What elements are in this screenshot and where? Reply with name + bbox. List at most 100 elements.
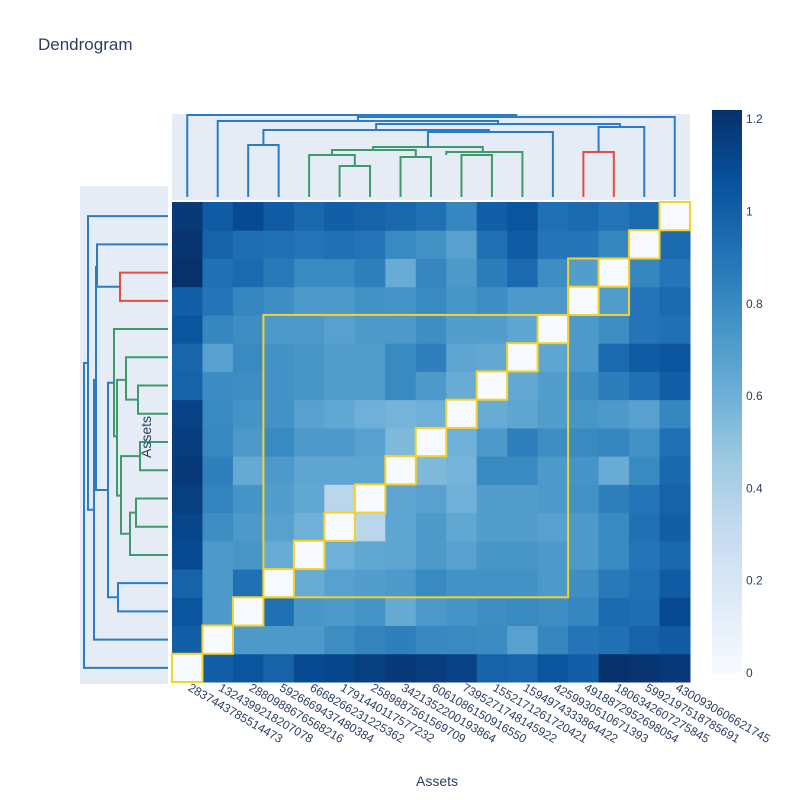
heatmap-cell	[172, 202, 203, 231]
diagonal-outline	[628, 229, 661, 260]
heatmap-cell	[629, 569, 661, 598]
colorbar-tick-label: 1	[746, 205, 753, 219]
heatmap-grid	[172, 202, 691, 683]
heatmap-cell	[476, 343, 508, 372]
heatmap-cell	[598, 653, 630, 683]
heatmap-cell	[659, 540, 691, 570]
heatmap-cell	[202, 569, 234, 598]
colorbar-gradient	[712, 110, 742, 673]
heatmap-cell	[232, 343, 264, 372]
heatmap-cell	[537, 286, 569, 316]
heatmap-cell	[476, 371, 508, 401]
heatmap-cell	[172, 230, 203, 259]
heatmap-cell	[568, 427, 600, 457]
heatmap-cell	[293, 597, 325, 627]
heatmap-cell	[324, 484, 356, 514]
heatmap-cell	[568, 653, 600, 683]
heatmap-cell	[354, 258, 386, 288]
heatmap-cell	[476, 569, 508, 598]
heatmap-cell	[385, 399, 417, 429]
heatmap-cell	[172, 343, 203, 372]
heatmap-cell	[659, 569, 691, 598]
heatmap-cell	[385, 569, 417, 598]
heatmap-cell	[537, 597, 569, 627]
heatmap-cell	[324, 202, 356, 231]
top-dendrogram-link	[445, 151, 524, 197]
heatmap-cell	[232, 512, 264, 542]
heatmap-cell	[293, 427, 325, 457]
colorbar-tick-label: 0.8	[746, 297, 763, 311]
heatmap-cell	[202, 399, 234, 429]
colorbar-tick-label: 0.2	[746, 574, 763, 588]
chart-title: Dendrogram	[38, 35, 133, 54]
heatmap-cell	[354, 484, 386, 514]
heatmap-cell	[476, 456, 508, 485]
colorbar-tick-label: 0	[746, 666, 753, 680]
heatmap-cell	[659, 258, 691, 288]
heatmap-cell	[537, 202, 569, 231]
heatmap-cell	[507, 399, 539, 429]
heatmap-cell	[659, 286, 691, 316]
heatmap-cell	[476, 653, 508, 683]
heatmap-cell	[263, 653, 295, 683]
heatmap-cell	[202, 625, 234, 655]
heatmap-cell	[354, 456, 386, 485]
heatmap-cell	[446, 286, 478, 316]
heatmap-cell	[385, 371, 417, 401]
heatmap-cell	[293, 286, 325, 316]
heatmap-cell	[263, 230, 295, 259]
diagonal-outline	[414, 426, 448, 458]
diagonal-outline	[262, 568, 295, 599]
heatmap-cell	[385, 653, 417, 683]
heatmap-cell	[598, 399, 630, 429]
cluster-outline	[262, 313, 570, 599]
heatmap-cell	[293, 512, 325, 542]
left-dendrogram-link	[116, 378, 126, 497]
heatmap-cell	[659, 653, 691, 683]
heatmap-cell	[446, 597, 478, 627]
heatmap-cell	[172, 399, 203, 429]
heatmap-cell	[446, 456, 478, 485]
top-dendrogram-link	[460, 154, 493, 197]
heatmap-cell	[415, 512, 447, 542]
heatmap-cell	[446, 258, 478, 288]
heatmap-cell	[659, 230, 691, 259]
colorbar-tick-label: 1.2	[746, 112, 763, 126]
heatmap-cell	[629, 258, 661, 288]
heatmap-cell	[507, 540, 539, 570]
heatmap-cell	[263, 343, 295, 372]
heatmap-cell	[324, 597, 356, 627]
heatmap-cell	[324, 512, 356, 542]
heatmap-cell	[659, 625, 691, 655]
left-dendrogram-link	[96, 243, 168, 288]
heatmap-cell	[415, 258, 447, 288]
heatmap-cell	[293, 230, 325, 259]
heatmap-cell	[598, 625, 630, 655]
heatmap-cell	[446, 314, 478, 344]
heatmap-cell	[232, 597, 264, 627]
heatmap-cell	[172, 625, 203, 655]
heatmap-cell	[476, 399, 508, 429]
heatmap-cell	[568, 512, 600, 542]
heatmap-cell	[293, 371, 325, 401]
heatmap-cell	[172, 371, 203, 401]
heatmap-cell	[172, 484, 203, 514]
heatmap-cell	[415, 286, 447, 316]
heatmap-cell	[598, 230, 630, 259]
heatmap-cell	[507, 512, 539, 542]
heatmap-cell	[324, 230, 356, 259]
heatmap-cell	[263, 258, 295, 288]
heatmap-cell	[476, 314, 508, 344]
heatmap-cell	[263, 456, 295, 485]
heatmap-cell	[598, 314, 630, 344]
heatmap-cell	[568, 399, 600, 429]
heatmap-cell	[446, 371, 478, 401]
heatmap-cell	[324, 456, 356, 485]
heatmap-cell	[476, 427, 508, 457]
heatmap-cell	[324, 653, 356, 683]
heatmap-cell	[354, 202, 386, 231]
heatmap-cell	[293, 625, 325, 655]
heatmap-cell	[263, 597, 295, 627]
heatmap-cell	[598, 569, 630, 598]
heatmap-cell	[476, 286, 508, 316]
